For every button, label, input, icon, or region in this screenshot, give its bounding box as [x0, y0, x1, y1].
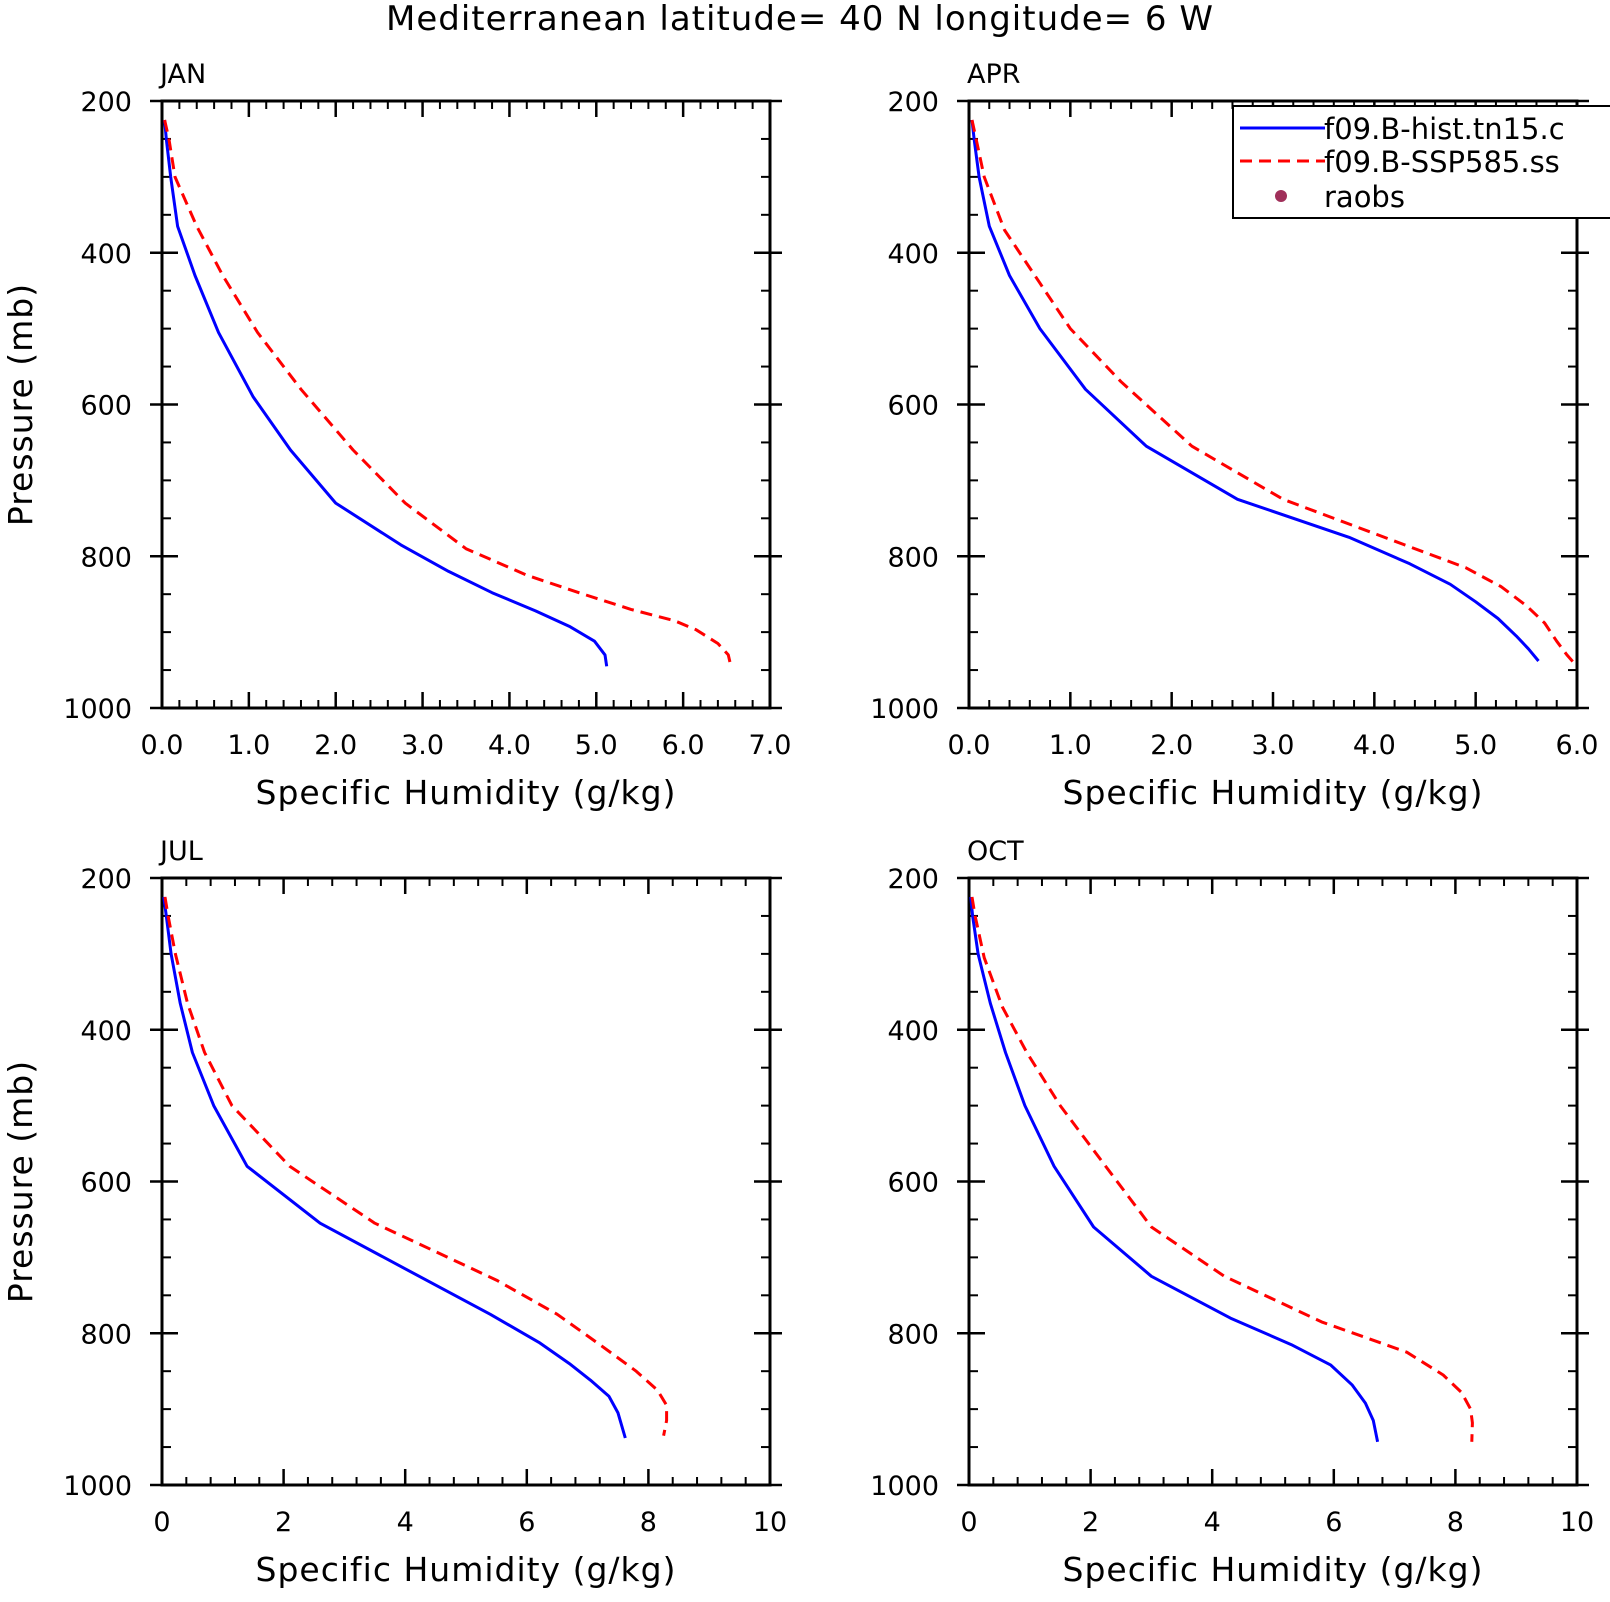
x-tick-label: 5.0 — [1454, 730, 1497, 761]
y-axis-title: Pressure (mb) — [1, 283, 40, 526]
series-line-ssp585 — [970, 896, 1474, 1442]
y-tick-label: 800 — [887, 1319, 939, 1350]
series-line-hist — [162, 896, 627, 1439]
x-tick-label: 7.0 — [749, 730, 792, 761]
x-tick-label: 2.0 — [314, 730, 357, 761]
y-axis-title: Pressure (mb) — [1, 1060, 40, 1303]
y-tick-label: 1000 — [63, 1471, 132, 1502]
x-tick-label: 2.0 — [1150, 730, 1193, 761]
x-tick-label: 6 — [518, 1507, 535, 1538]
plot-frame — [160, 99, 772, 710]
x-axis-title: Specific Humidity (g/kg) — [1063, 773, 1484, 812]
panel-label: JAN — [158, 59, 206, 90]
legend-entry-label: f09.B-SSP585.ss — [1324, 145, 1560, 179]
legend-marker-raobs — [1275, 190, 1287, 202]
y-tick-label: 800 — [80, 1319, 132, 1350]
x-tick-label: 0.0 — [141, 730, 184, 761]
panel-apr: 0.0 1.0 2.0 3.0 4.0 5.0 6.0 200 400 600 800 1000 APR… — [870, 59, 1598, 812]
x-tick-label: 6 — [1325, 1507, 1342, 1538]
y-tick-label: 400 — [80, 1016, 132, 1047]
y-tick-label: 1000 — [63, 694, 132, 725]
legend-entry-label: f09.B-hist.tn15.c — [1324, 112, 1565, 146]
y-tick-label: 800 — [80, 542, 132, 573]
y-tick-label: 600 — [80, 391, 132, 422]
x-tick-label: 8 — [1447, 1507, 1464, 1538]
y-tick-label: 600 — [887, 391, 939, 422]
series-line-ssp585 — [163, 896, 669, 1436]
y-tick-label: 1000 — [870, 1471, 939, 1502]
x-tick-label: 3.0 — [401, 730, 444, 761]
x-tick-label: 10 — [753, 1507, 787, 1538]
x-tick-label: 4 — [1204, 1507, 1221, 1538]
x-tick-label: 4.0 — [488, 730, 531, 761]
x-tick-label: 0 — [153, 1507, 170, 1538]
series-line-hist — [163, 119, 609, 667]
y-tick-label: 200 — [80, 864, 132, 895]
legend-entry-label: raobs — [1324, 180, 1405, 214]
x-axis-title: Specific Humidity (g/kg) — [1063, 1550, 1484, 1589]
x-tick-label: 2 — [1082, 1507, 1099, 1538]
x-tick-label: 2 — [275, 1507, 292, 1538]
y-tick-label: 400 — [887, 239, 939, 270]
panel-label: APR — [967, 59, 1021, 90]
x-tick-label: 4.0 — [1353, 730, 1396, 761]
x-axis-title: Specific Humidity (g/kg) — [256, 1550, 677, 1589]
y-tick-label: 600 — [887, 1168, 939, 1199]
panel-jan: 0.0 1.0 2.0 3.0 4.0 5.0 6.0 7.0 200 400 600 800 1000… — [1, 59, 791, 812]
x-tick-label: 4 — [397, 1507, 414, 1538]
x-tick-label: 8 — [640, 1507, 657, 1538]
y-tick-label: 400 — [887, 1016, 939, 1047]
y-tick-label: 200 — [887, 87, 939, 118]
plot-frame — [160, 876, 772, 1487]
y-tick-label: 200 — [80, 87, 132, 118]
panel-label: JUL — [158, 836, 203, 867]
x-axis-title: Specific Humidity (g/kg) — [256, 773, 677, 812]
x-tick-label: 6.0 — [1556, 730, 1599, 761]
x-tick-label: 3.0 — [1252, 730, 1295, 761]
series-line-hist — [970, 119, 1540, 662]
y-tick-label: 200 — [887, 864, 939, 895]
y-tick-label: 800 — [887, 542, 939, 573]
y-tick-label: 400 — [80, 239, 132, 270]
x-tick-label: 1.0 — [1049, 730, 1092, 761]
series-line-ssp585 — [163, 119, 733, 667]
panels: 0.0 1.0 2.0 3.0 4.0 5.0 6.0 7.02004006008001000… — [1, 59, 1598, 1589]
panel-jul: 0 2 4 6 8 10 200 400 600 800 1000 JUL Specific Humid… — [1, 836, 787, 1589]
x-tick-label: 5.0 — [575, 730, 618, 761]
x-tick-label: 0 — [960, 1507, 977, 1538]
x-tick-label: 1.0 — [227, 730, 270, 761]
plot-frame — [967, 876, 1579, 1487]
series-line-ssp585 — [970, 119, 1579, 668]
x-tick-label: 10 — [1560, 1507, 1594, 1538]
figure-title: Mediterranean latitude= 40 N longitude= … — [386, 0, 1214, 39]
panel-label: OCT — [967, 836, 1024, 867]
legend-box — [1232, 105, 1610, 219]
y-tick-label: 600 — [80, 1168, 132, 1199]
panel-oct: 0 2 4 6 8 10 200 400 600 800 1000 OCT Specific Humid… — [870, 836, 1594, 1589]
x-tick-label: 0.0 — [948, 730, 991, 761]
series-line-hist — [969, 896, 1380, 1443]
y-tick-label: 1000 — [870, 694, 939, 725]
x-tick-label: 6.0 — [662, 730, 705, 761]
